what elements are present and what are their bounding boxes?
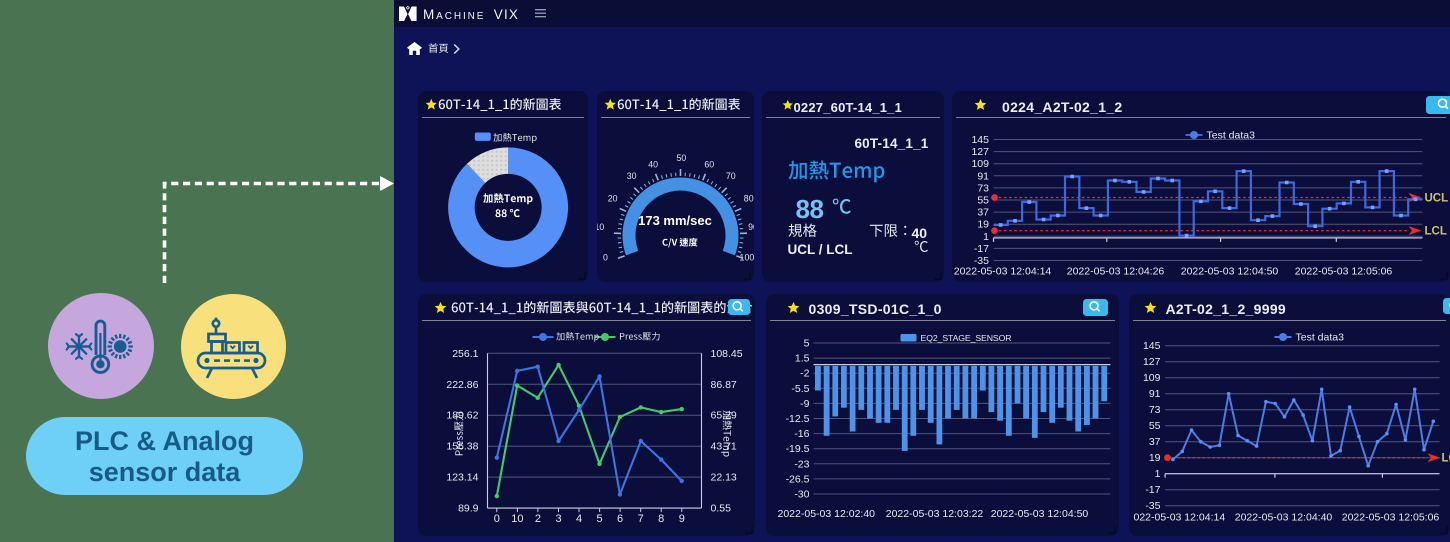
- svg-text:60: 60: [704, 159, 714, 169]
- svg-text:-35: -35: [1145, 500, 1160, 512]
- svg-text:10: 10: [597, 222, 604, 232]
- svg-text:222.86: 222.86: [446, 379, 478, 391]
- svg-text:2022-05-03 12:05:06: 2022-05-03 12:05:06: [1341, 512, 1439, 524]
- svg-text:189.62: 189.62: [446, 410, 478, 422]
- svg-text:0: 0: [603, 253, 608, 263]
- svg-text:2022-05-03 12:04:26: 2022-05-03 12:04:26: [1066, 266, 1164, 278]
- svg-text:0.55: 0.55: [710, 503, 731, 515]
- svg-text:55: 55: [1148, 420, 1160, 432]
- svg-text:2022-05-03 12:05:06: 2022-05-03 12:05:06: [1294, 266, 1392, 278]
- svg-text:2: 2: [534, 513, 540, 525]
- svg-text:2022-05-03 12:04:14: 2022-05-03 12:04:14: [953, 266, 1051, 278]
- svg-text:-17: -17: [1145, 484, 1160, 496]
- svg-text:-23: -23: [794, 458, 809, 470]
- svg-text:22.13: 22.13: [710, 472, 736, 484]
- svg-text:43.71: 43.71: [710, 441, 736, 453]
- svg-text:19: 19: [1148, 452, 1160, 464]
- svg-text:91: 91: [1148, 388, 1160, 400]
- svg-text:7: 7: [637, 513, 643, 525]
- svg-text:-35: -35: [973, 255, 988, 267]
- svg-text:EQ2_STAGE_SENSOR: EQ2_STAGE_SENSOR: [920, 333, 1011, 343]
- svg-text:1.5: 1.5: [794, 353, 809, 365]
- svg-text:73: 73: [977, 182, 989, 194]
- svg-text:2022-05-03 12:04:40: 2022-05-03 12:04:40: [1234, 512, 1332, 524]
- svg-text:2022-05-03 12:03:22: 2022-05-03 12:03:22: [885, 508, 983, 520]
- svg-text:90: 90: [748, 222, 754, 232]
- svg-text:0: 0: [493, 513, 499, 525]
- svg-text:86.87: 86.87: [710, 379, 736, 391]
- svg-text:256.1: 256.1: [452, 348, 478, 360]
- svg-text:2022-05-03 12:02:40: 2022-05-03 12:02:40: [777, 508, 875, 520]
- svg-text:022-05-03 12:04:14: 022-05-03 12:04:14: [1133, 512, 1225, 524]
- svg-text:123.14: 123.14: [446, 472, 478, 484]
- svg-text:156.38: 156.38: [446, 441, 478, 453]
- svg-text:145: 145: [971, 134, 989, 146]
- svg-text:73: 73: [1148, 404, 1160, 416]
- svg-text:109: 109: [971, 158, 989, 170]
- svg-text:9: 9: [678, 513, 684, 525]
- svg-text:109: 109: [1142, 372, 1160, 384]
- svg-text:2022-05-03 12:04:50: 2022-05-03 12:04:50: [990, 508, 1088, 520]
- svg-text:-19.5: -19.5: [785, 443, 809, 455]
- svg-text:Test data3: Test data3: [1206, 130, 1255, 142]
- svg-text:5: 5: [803, 338, 809, 350]
- svg-text:-12.5: -12.5: [785, 413, 809, 425]
- svg-text:80: 80: [743, 193, 753, 203]
- svg-text:108.45: 108.45: [710, 348, 742, 360]
- svg-text:-16: -16: [794, 428, 809, 440]
- svg-text:100: 100: [739, 253, 753, 263]
- svg-text:LCL: LCL: [1424, 226, 1446, 238]
- svg-text:4: 4: [575, 513, 581, 525]
- svg-text:-26.5: -26.5: [785, 473, 809, 485]
- svg-text:8: 8: [658, 513, 664, 525]
- svg-text:89.9: 89.9: [458, 503, 479, 515]
- svg-text:145: 145: [1142, 340, 1160, 352]
- svg-text:UCL: UCL: [1424, 193, 1448, 205]
- svg-text:20: 20: [607, 193, 617, 203]
- svg-text:5: 5: [596, 513, 602, 525]
- svg-text:55: 55: [977, 195, 989, 207]
- svg-text:-30: -30: [794, 489, 809, 501]
- svg-text:2022-05-03 12:04:50: 2022-05-03 12:04:50: [1180, 266, 1278, 278]
- svg-text:1: 1: [1154, 468, 1160, 480]
- svg-text:-2: -2: [800, 368, 809, 380]
- svg-text:37: 37: [977, 207, 989, 219]
- svg-text:70: 70: [725, 171, 735, 181]
- svg-text:LC: LC: [1441, 453, 1450, 465]
- svg-text:1: 1: [983, 231, 989, 243]
- svg-text:6: 6: [617, 513, 623, 525]
- svg-text:37: 37: [1148, 436, 1160, 448]
- svg-text:127: 127: [971, 146, 989, 158]
- svg-text:-5.5: -5.5: [791, 383, 809, 395]
- svg-text:10: 10: [511, 513, 523, 525]
- svg-text:-17: -17: [973, 243, 988, 255]
- svg-text:50: 50: [676, 153, 686, 163]
- svg-text:91: 91: [977, 170, 989, 182]
- svg-text:127: 127: [1142, 356, 1160, 368]
- svg-text:Test data3: Test data3: [1295, 332, 1344, 344]
- svg-text:3: 3: [555, 513, 561, 525]
- svg-text:40: 40: [648, 159, 658, 169]
- svg-text:-9: -9: [800, 398, 809, 410]
- svg-text:19: 19: [977, 219, 989, 231]
- svg-text:30: 30: [626, 171, 636, 181]
